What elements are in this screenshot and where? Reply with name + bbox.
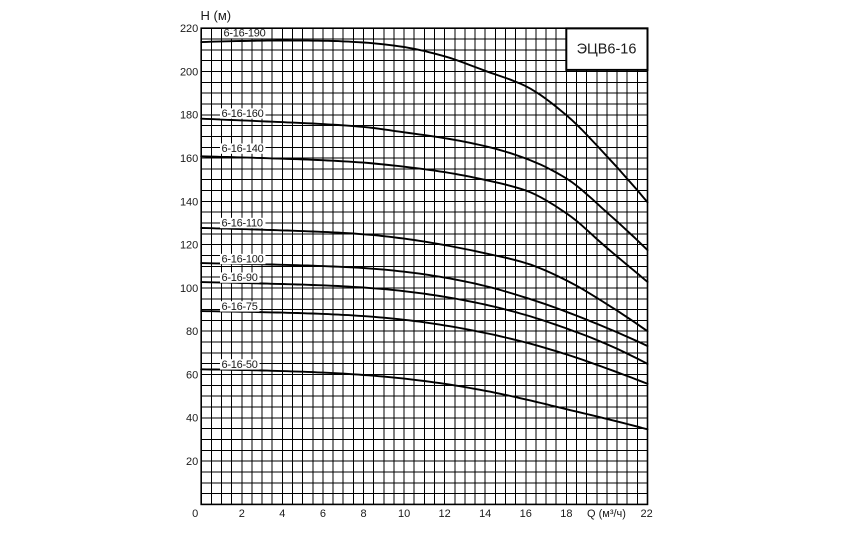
svg-text:40: 40 [186, 413, 198, 425]
svg-text:H (м): H (м) [201, 8, 232, 23]
svg-text:22: 22 [640, 508, 652, 520]
svg-text:6-16-75: 6-16-75 [222, 301, 258, 313]
svg-text:160: 160 [180, 153, 198, 165]
svg-text:6-16-110: 6-16-110 [222, 217, 263, 229]
svg-text:2: 2 [239, 508, 245, 520]
svg-text:120: 120 [180, 240, 198, 252]
svg-text:6-16-90: 6-16-90 [222, 272, 258, 284]
svg-text:10: 10 [398, 508, 410, 520]
svg-text:140: 140 [180, 196, 198, 208]
svg-text:180: 180 [180, 110, 198, 122]
svg-text:12: 12 [438, 508, 450, 520]
svg-text:14: 14 [479, 508, 491, 520]
svg-text:6-16-140: 6-16-140 [222, 143, 264, 155]
svg-text:6-16-50: 6-16-50 [222, 359, 258, 371]
svg-text:8: 8 [360, 508, 366, 520]
svg-text:6-16-160: 6-16-160 [222, 108, 264, 120]
svg-text:ЭЦВ6-16: ЭЦВ6-16 [577, 42, 637, 58]
svg-text:200: 200 [180, 66, 198, 78]
svg-text:0: 0 [192, 508, 198, 520]
svg-text:6-16-100: 6-16-100 [222, 253, 264, 265]
svg-text:16: 16 [520, 508, 532, 520]
svg-text:4: 4 [279, 508, 285, 520]
svg-text:6: 6 [320, 508, 326, 520]
svg-text:20: 20 [186, 456, 198, 468]
svg-text:18: 18 [560, 508, 572, 520]
svg-text:220: 220 [180, 23, 198, 35]
svg-text:6-16-190: 6-16-190 [224, 28, 266, 40]
svg-text:80: 80 [186, 326, 198, 338]
svg-text:Q (м³/ч): Q (м³/ч) [587, 508, 626, 520]
svg-text:60: 60 [186, 369, 198, 381]
svg-text:100: 100 [180, 283, 198, 295]
